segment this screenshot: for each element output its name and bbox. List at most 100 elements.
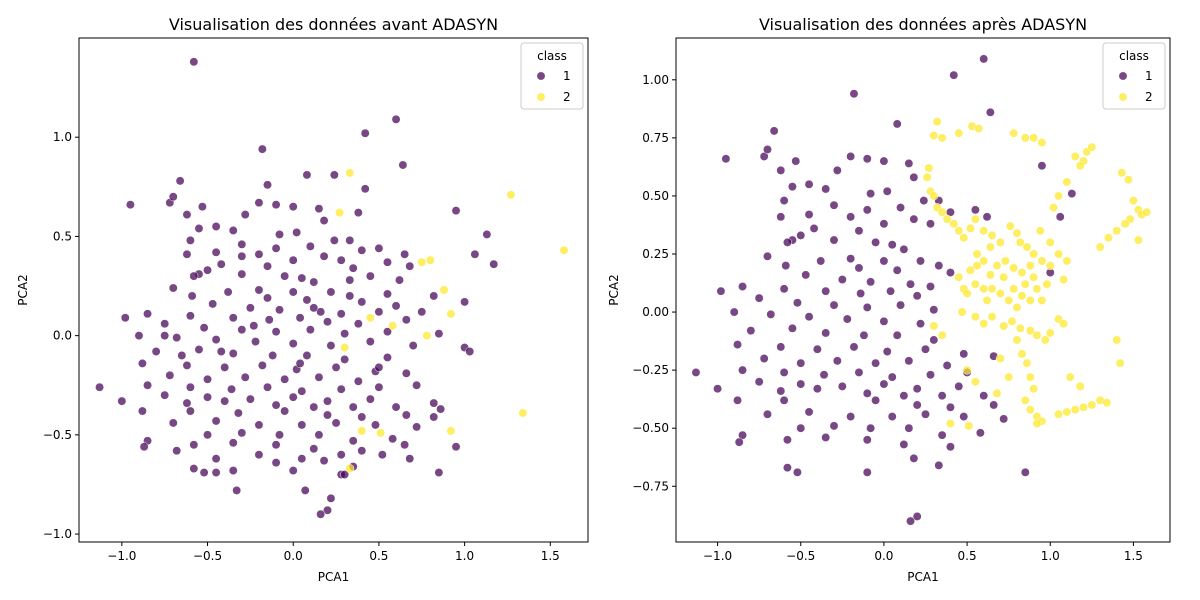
data-point-class-2 <box>1009 263 1019 273</box>
data-point-class-1 <box>796 230 806 240</box>
data-point-class-1 <box>125 200 135 210</box>
data-point-class-2 <box>924 163 934 173</box>
data-point-class-1 <box>879 156 889 166</box>
data-point-class-1 <box>429 412 439 422</box>
data-point-class-1 <box>401 315 411 325</box>
data-point-class-1 <box>345 291 355 301</box>
data-point-class-2 <box>1070 405 1080 415</box>
data-point-class-1 <box>982 212 992 222</box>
data-point-class-1 <box>945 402 955 412</box>
data-point-class-2 <box>972 249 982 259</box>
data-point-class-2 <box>979 256 989 266</box>
x-tick-label: 1.0 <box>455 549 474 563</box>
y-tick-label: −0.75 <box>632 479 669 493</box>
data-point-class-1 <box>919 196 929 206</box>
x-tick-label: 0.5 <box>958 549 977 563</box>
data-point-class-2 <box>422 331 432 341</box>
data-point-class-1 <box>211 222 221 231</box>
data-point-class-1 <box>182 249 192 259</box>
data-point-class-1 <box>954 381 964 391</box>
data-point-class-1 <box>776 386 786 396</box>
data-point-class-2 <box>1087 400 1097 410</box>
data-point-class-1 <box>245 303 255 313</box>
data-point-class-1 <box>1037 161 1047 171</box>
data-point-class-1 <box>177 351 187 360</box>
data-point-class-2 <box>954 226 964 236</box>
data-point-class-1 <box>185 311 195 321</box>
data-point-class-2 <box>345 168 355 178</box>
data-point-class-1 <box>336 450 346 460</box>
data-point-class-1 <box>240 372 250 382</box>
data-point-class-1 <box>804 312 814 322</box>
data-point-class-1 <box>297 386 307 396</box>
data-point-class-1 <box>326 287 336 297</box>
data-point-class-2 <box>985 270 995 280</box>
data-point-class-1 <box>909 214 919 224</box>
data-point-class-2 <box>1062 256 1072 266</box>
data-point-class-1 <box>906 516 915 526</box>
data-point-class-1 <box>849 342 859 352</box>
data-point-class-1 <box>357 412 367 422</box>
data-point-class-1 <box>189 464 199 474</box>
data-point-class-1 <box>837 275 847 284</box>
data-point-class-1 <box>460 297 470 307</box>
data-point-class-2 <box>992 388 1002 398</box>
data-point-class-2 <box>1062 407 1072 417</box>
data-point-class-2 <box>937 207 947 217</box>
data-point-class-2 <box>1142 207 1152 217</box>
data-point-class-2 <box>1062 177 1072 187</box>
data-point-class-1 <box>929 305 939 315</box>
data-point-class-1 <box>257 360 267 370</box>
data-point-class-1 <box>280 406 290 416</box>
data-point-class-2 <box>959 233 969 243</box>
data-point-class-1 <box>211 468 221 478</box>
data-point-class-2 <box>439 285 449 295</box>
data-point-class-1 <box>429 398 439 408</box>
data-point-class-1 <box>275 305 284 315</box>
data-point-class-1 <box>254 285 264 295</box>
chart-panel-2: −1.0 −0.5 0.0 0.5 1.0 1.5 −0.75 −0.50 −0.25 0.00 0… <box>607 15 1171 584</box>
legend-title: class <box>1119 49 1149 63</box>
data-point-class-1 <box>383 257 392 267</box>
data-point-class-1 <box>759 354 769 363</box>
data-point-class-1 <box>921 344 930 354</box>
data-point-class-1 <box>862 205 872 215</box>
data-point-class-1 <box>233 408 243 418</box>
data-point-class-1 <box>326 493 336 503</box>
data-point-class-1 <box>766 309 776 319</box>
data-point-class-1 <box>959 349 969 359</box>
data-point-class-1 <box>182 210 192 220</box>
data-point-class-2 <box>1005 221 1015 231</box>
data-point-class-1 <box>912 384 922 394</box>
data-point-class-1 <box>288 202 298 212</box>
data-point-class-1 <box>391 301 401 311</box>
data-point-class-1 <box>309 402 319 412</box>
data-point-class-1 <box>185 406 195 416</box>
data-point-class-1 <box>245 394 255 404</box>
data-point-class-1 <box>182 398 192 408</box>
data-point-class-1 <box>383 327 392 337</box>
data-point-class-1 <box>408 341 418 351</box>
x-tick-label: 0.5 <box>369 549 388 563</box>
data-point-class-1 <box>340 470 350 479</box>
data-point-class-1 <box>985 107 995 117</box>
data-point-class-1 <box>323 317 332 327</box>
data-point-class-1 <box>904 158 914 168</box>
data-point-class-1 <box>804 179 814 189</box>
x-tick-label: −1.0 <box>703 549 732 563</box>
x-tick-label: −0.5 <box>193 549 222 563</box>
data-point-class-1 <box>733 395 742 405</box>
data-point-class-1 <box>199 468 209 478</box>
data-point-class-1 <box>227 384 236 394</box>
data-point-class-2 <box>1017 291 1027 301</box>
data-point-class-1 <box>137 358 147 368</box>
data-point-class-1 <box>185 235 195 245</box>
data-point-class-1 <box>251 337 260 347</box>
data-point-class-1 <box>734 437 744 447</box>
data-point-class-1 <box>909 172 919 182</box>
data-point-class-2 <box>1065 372 1075 382</box>
data-point-class-2 <box>1015 237 1025 247</box>
data-point-class-1 <box>912 291 922 301</box>
data-point-class-2 <box>1037 138 1047 147</box>
data-point-class-1 <box>280 374 290 384</box>
